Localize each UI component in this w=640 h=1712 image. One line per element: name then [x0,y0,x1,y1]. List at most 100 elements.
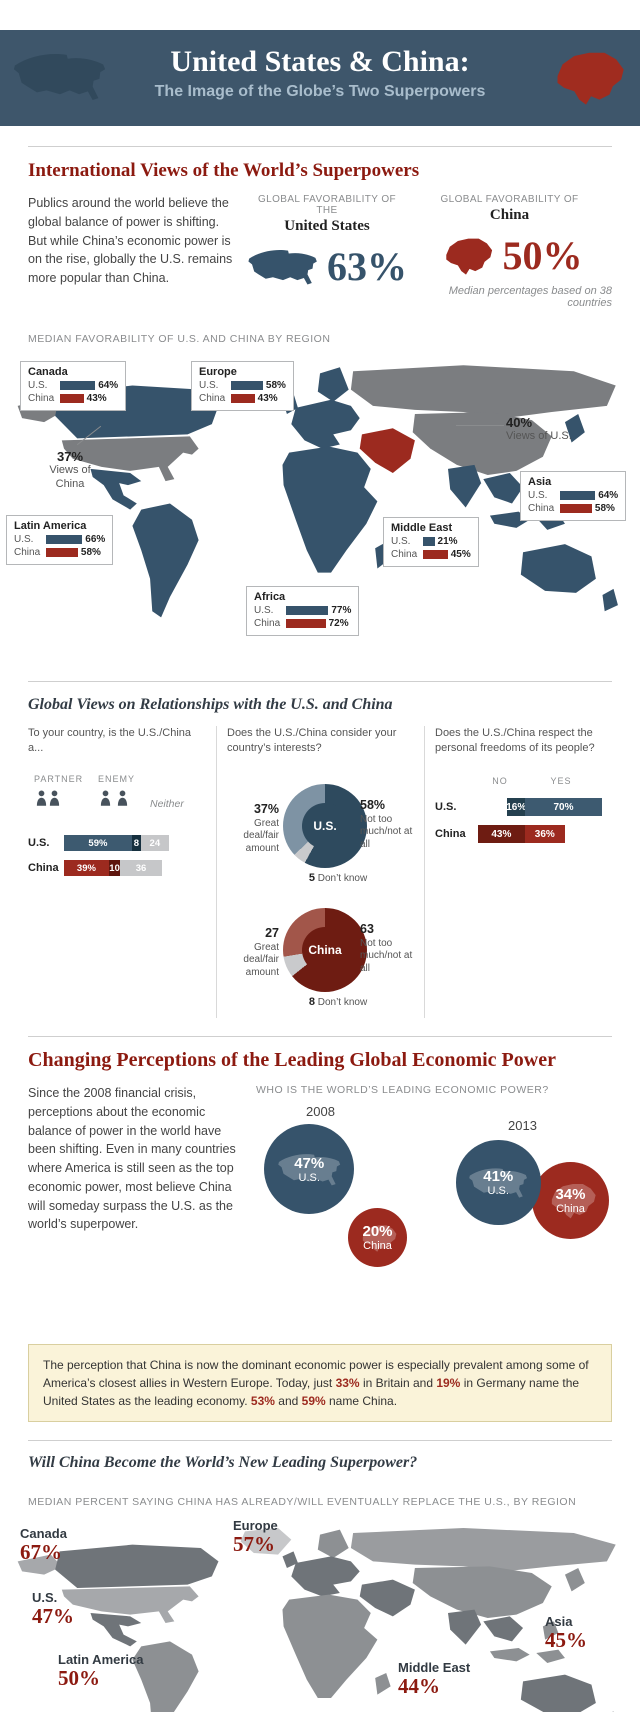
us-map-icon [13,53,106,100]
us-bar [560,491,596,500]
donut-left-value: 37% [253,802,279,816]
callout-value: 40% [506,415,533,430]
section-heading: International Views of the World’s Super… [28,160,420,181]
china-bar [46,548,78,557]
highlight-stat: 33% [335,1376,360,1390]
donut-left-value: 27 [265,926,279,940]
econ-paragraph: Since the 2008 financial crisis, percept… [28,1086,236,1232]
question-text: Does the U.S./China consider your countr… [227,727,397,754]
interests-column: Does the U.S./China consider your countr… [216,726,424,1018]
donut-right-value: 58% [360,798,386,812]
donut-bottom-label: 8 Don’t know [308,996,368,1008]
bubble-value: 47% [294,1154,325,1172]
china-bar [60,394,84,403]
callout-label: Views of China [49,464,91,490]
region-callout-latin-america: Latin America U.S. 66% China 58% [6,515,114,565]
freedoms-row-us: U.S. 16% 70% [435,798,602,816]
question-text: To your country, is the U.S./China a... [28,727,192,754]
section-heading: Will China Become the World’s New Leadin… [28,1454,418,1471]
section-international-views: International Views of the World’s Super… [28,146,612,309]
year-label: 2013 [508,1118,537,1133]
region-name: Europe [199,366,237,378]
region-value: 50% [58,1666,100,1690]
favorability-stats: GLOBAL FAVORABILITY OF THE United States… [233,194,612,309]
stat-label: GLOBAL FAVORABILITY OF THE [257,194,397,216]
highlight-stat: 59% [301,1394,326,1408]
stat-country: China [489,207,530,223]
neither-segment: 24 [141,835,169,851]
china-value: 58% [80,547,101,558]
freedoms-column: Does the U.S./China respect the personal… [424,726,612,1018]
yes-bar: 70% [525,798,602,816]
china-bar [286,619,326,628]
section-heading: Global Views on Relationships with the U… [28,696,393,713]
us-label: U.S. [199,380,219,391]
bubble-label: China [363,1240,392,1253]
region-label-latin-america: Latin America 50% [58,1652,144,1689]
region-label-canada: Canada 67% [20,1526,67,1563]
china-value: 43% [86,393,107,404]
us-bar [60,381,96,390]
bubble-value: 41% [483,1167,514,1185]
leader-line [456,425,504,426]
us-value: 21% [437,536,458,547]
partner-people-icon [36,790,60,806]
bubble-us-2013: 41% U.S. [456,1140,541,1225]
china-value: 43% [257,393,278,404]
region-value: 44% [398,1674,440,1698]
us-value: 64% [598,490,619,501]
donut-right-value: 63 [360,922,374,936]
us-value: 64% [98,380,119,391]
region-label-middle-east: Middle East 44% [398,1660,470,1697]
region-name: Canada [28,366,68,378]
donut-bottom-value: 8 [308,996,315,1008]
us-label: U.S. [14,534,34,545]
donut-bottom-value: 5 [308,872,315,884]
bubble-value: 20% [362,1223,393,1241]
year-label: 2008 [306,1104,335,1119]
region-callout-middle-east: Middle East U.S. 21% China 45% [383,517,479,567]
enemy-segment: 8 [131,835,142,851]
median-note: Median percentages based on 38 countries [448,285,612,309]
china-map-icon [557,52,624,105]
donut-right-label: 58% Not too much/not at all [360,798,413,850]
callout-value: 37% [56,449,84,464]
region-value: 67% [20,1540,62,1564]
us-views-of-china-callout: 37% Views of China [38,449,102,492]
china-map-icon [445,238,492,275]
bubble-chart: 2008 2013 47% U.S. 20% China 41% [256,1102,612,1330]
us-value: 77% [331,605,352,616]
region-name: Asia [545,1614,573,1629]
china-value: 72% [328,618,349,629]
bubble-us-2008: 47% U.S. [264,1124,355,1215]
region-name: Asia [528,476,552,488]
page-title: United States & China: [170,45,470,78]
region-name: Africa [254,591,286,603]
stacked-bar-row-us: U.S. 59% 8 24 [28,835,206,851]
donut-ring: China [283,908,367,992]
partner-enemy-column: To your country, is the U.S./China a... … [28,726,216,1018]
intro-paragraph: Publics around the world believe the glo… [28,196,233,285]
page-subtitle: The Image of the Globe’s Two Superpowers [154,83,486,100]
donut-center-label: China [302,927,348,973]
china-value: 58% [594,503,615,514]
no-header: NO [492,776,508,786]
region-name: Europe [233,1518,278,1533]
stacked-bar-row-china: China 39% 10 36 [28,860,206,876]
bubble-value: 34% [555,1185,586,1203]
enemy-segment: 10 [108,860,121,876]
us-bar [46,535,83,544]
us-value: 66% [85,534,106,545]
us-bar [423,537,435,546]
no-bar: 16% [506,798,526,816]
us-favorability-stat: GLOBAL FAVORABILITY OF THE United States… [247,194,407,309]
section-superpower: Will China Become the World’s New Leadin… [28,1440,612,1472]
highlight-note: The perception that China is now the dom… [28,1344,612,1422]
region-name: Latin America [14,520,87,532]
us-donut-chart: U.S. 37% Great deal/fair amount 58% Not to… [227,778,414,894]
row-label: China [435,828,466,840]
donut-center-label: U.S. [302,803,348,849]
china-value: 45% [450,549,471,560]
china-label: China [199,393,226,404]
china-bar [423,550,448,559]
